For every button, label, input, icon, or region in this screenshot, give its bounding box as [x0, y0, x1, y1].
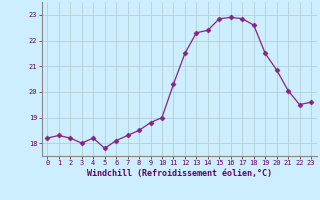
X-axis label: Windchill (Refroidissement éolien,°C): Windchill (Refroidissement éolien,°C) [87, 169, 272, 178]
